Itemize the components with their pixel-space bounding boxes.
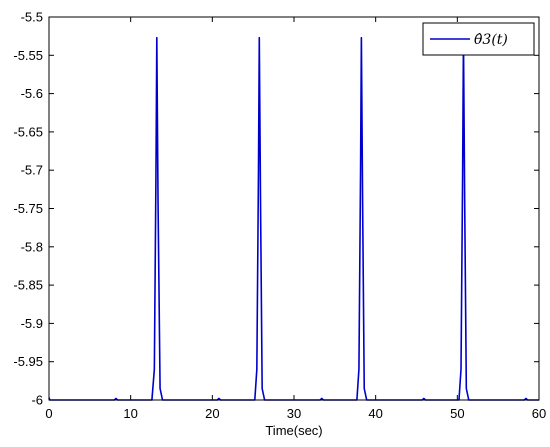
x-tick-label: 30 [287,406,301,421]
y-tick-label: -5.55 [13,48,43,63]
y-tick-label: -5.6 [21,86,43,101]
y-tick-label: -5.5 [21,10,43,25]
x-axis-label: Time(sec) [265,423,322,438]
x-tick-label: 60 [532,406,546,421]
y-tick-label: -5.65 [13,124,43,139]
y-tick-label: -5.8 [21,239,43,254]
y-tick-label: -5.85 [13,278,43,293]
series-lines [48,36,539,401]
series-line [48,36,539,401]
x-tick-labels: 0 10 20 30 40 50 60 [45,406,546,421]
y-tick-labels: -6 -5.95 -5.9 -5.85 -5.8 -5.75 -5.7 -5.65 -5.6 -5… [13,10,43,408]
y-tick-label: -5.7 [21,163,43,178]
x-tick-label: 20 [205,406,219,421]
legend: θ̂3(t) [422,22,535,56]
y-tick-label: -5.75 [13,201,43,216]
plot-frame [48,16,540,401]
legend-label: θ̂3(t) [474,32,508,48]
y-tick-label: -5.95 [13,354,43,369]
x-tick-label: 40 [368,406,382,421]
x-tick-label: 0 [45,406,52,421]
x-tick-label: 10 [123,406,137,421]
y-tick-label: -6 [31,393,43,408]
y-tick-label: -5.9 [21,316,43,331]
x-tick-label: 50 [450,406,464,421]
